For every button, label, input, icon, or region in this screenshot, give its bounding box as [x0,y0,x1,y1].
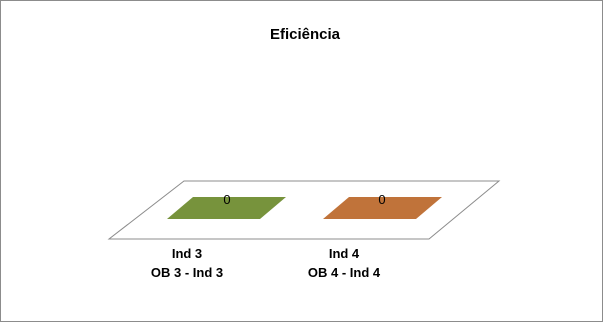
chart-floor [107,180,501,240]
bar [167,197,286,219]
data-label: 0 [378,192,385,207]
category-sublabel: OB 4 - Ind 4 [308,265,381,280]
bar [323,197,442,219]
category-sublabel: OB 3 - Ind 3 [151,265,223,280]
category-label: Ind 3 [172,246,202,261]
data-label: 0 [223,192,230,207]
chart-title: Eficiência [270,26,341,43]
bars-group [167,197,442,219]
category-label: Ind 4 [329,246,360,261]
